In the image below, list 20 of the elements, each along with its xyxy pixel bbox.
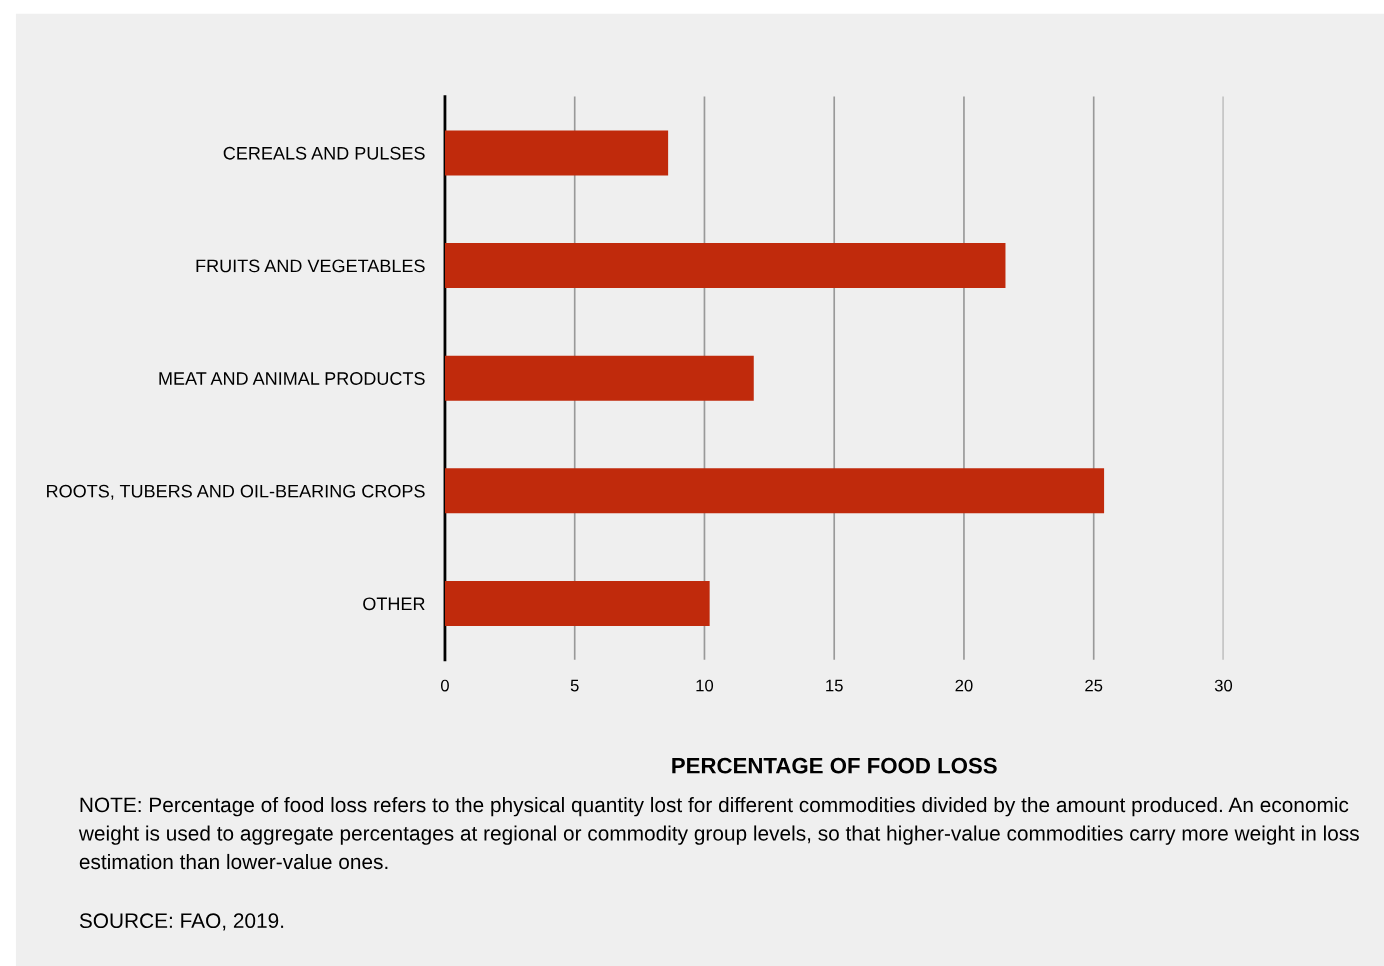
y-tick-label: MEAT AND ANIMAL PRODUCTS — [159, 372, 425, 385]
bar — [444, 355, 754, 401]
bar — [444, 243, 1006, 289]
x-tick-label: 5 — [570, 679, 579, 692]
x-tick-label: 30 — [1214, 679, 1233, 692]
x-tick-label: 10 — [696, 679, 714, 692]
x-tick-label: 20 — [955, 679, 973, 692]
bar — [444, 580, 710, 626]
source-note: SOURCE: FAO, 2019. — [79, 913, 284, 931]
text: NOTE: Percentage of food loss refers to the physical quantity lost for different commodities divided by the amount produced. An economic weight is used to aggregate percentages at regional or commodity group levels, so that higher-value commodities carry more weight in loss estimation than lower-value ones. — [78, 796, 1359, 870]
x-tick-label: 25 — [1085, 679, 1103, 692]
bar — [444, 468, 1105, 514]
y-tick-label: OTHER — [363, 597, 425, 611]
y-tick-label: FRUITS AND VEGETABLES — [196, 259, 425, 273]
y-tick-label: ROOTS, TUBERS AND OIL-BEARING CROPS — [47, 484, 425, 500]
x-tick-label: 0 — [440, 679, 449, 692]
x-tick-label: 15 — [826, 679, 843, 692]
x-axis-title: PERCENTAGE OF FOOD LOSS — [672, 757, 997, 774]
y-tick-label: CEREALS AND PULSES — [223, 146, 425, 160]
bar — [444, 130, 669, 176]
